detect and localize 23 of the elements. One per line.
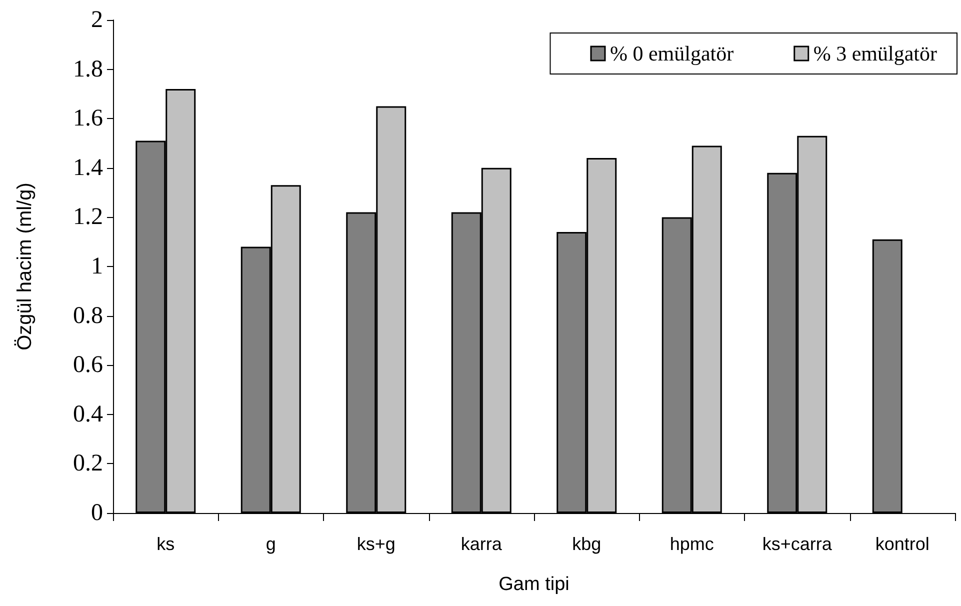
legend-label: % 3 emülgatör — [813, 42, 938, 66]
y-tick-label: 2 — [91, 7, 103, 33]
y-axis-title: Özgül hacim (ml/g) — [14, 182, 36, 350]
x-tick-label: hpmc — [670, 534, 714, 554]
x-tick-label: karra — [460, 534, 503, 554]
y-tick-label: 1.6 — [73, 106, 103, 132]
y-tick-label: 0 — [91, 500, 103, 526]
x-tick-label: ks+g — [356, 534, 396, 554]
x-tick-label: ks — [156, 534, 175, 554]
y-tick-label: 0.2 — [73, 450, 103, 477]
y-tick-label: 1.2 — [73, 204, 103, 230]
x-axis-title: Gam tipi — [498, 574, 570, 595]
y-tick-label: 1.4 — [73, 154, 103, 181]
x-tick-label: g — [266, 534, 276, 554]
legend-label: % 0 emülgatör — [610, 42, 734, 66]
y-tick-label: 1 — [91, 254, 103, 280]
y-tick-label: 0.8 — [73, 302, 103, 329]
x-tick-label: kontrol — [875, 534, 930, 554]
x-tick-label: kbg — [572, 534, 602, 554]
x-tick-label: ks+carra — [762, 534, 833, 554]
y-tick-label: 0.4 — [73, 401, 103, 428]
y-tick-label: 0.6 — [73, 352, 103, 378]
y-tick-label: 1.8 — [73, 56, 103, 82]
